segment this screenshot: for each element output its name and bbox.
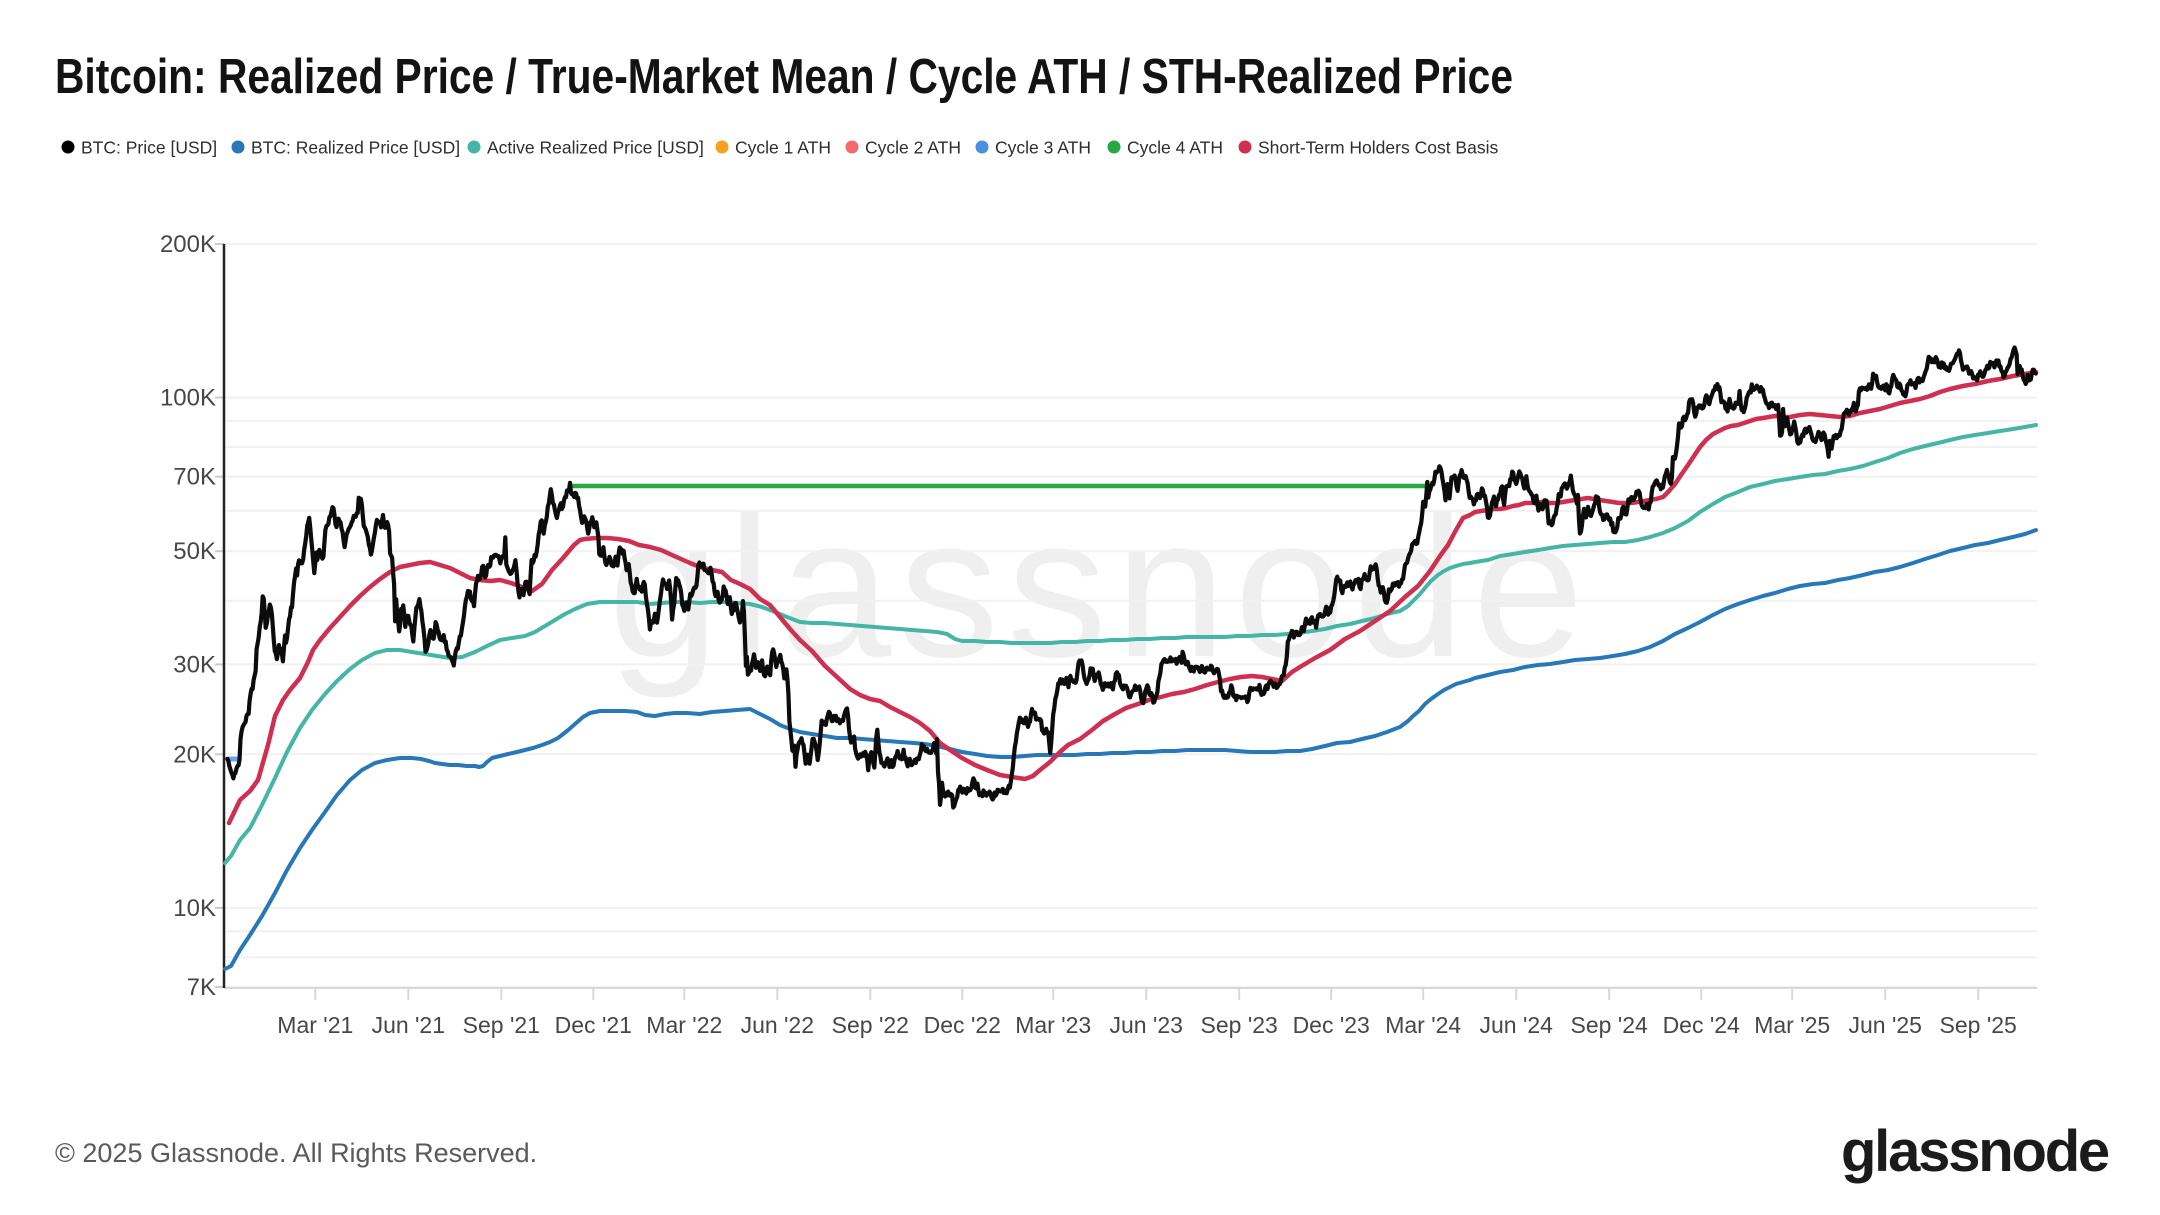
svg-text:Sep '22: Sep '22 <box>832 1012 909 1038</box>
svg-text:7K: 7K <box>187 974 216 1001</box>
svg-text:Jun '24: Jun '24 <box>1479 1012 1553 1038</box>
svg-text:10K: 10K <box>173 895 216 922</box>
svg-text:BTC: Realized Price [USD]: BTC: Realized Price [USD] <box>251 138 460 158</box>
svg-text:Dec '22: Dec '22 <box>924 1012 1001 1038</box>
svg-text:Cycle 2 ATH: Cycle 2 ATH <box>865 138 961 158</box>
svg-text:70K: 70K <box>173 464 216 491</box>
svg-text:Mar '21: Mar '21 <box>277 1012 353 1038</box>
svg-text:50K: 50K <box>173 538 216 565</box>
svg-text:Cycle 1 ATH: Cycle 1 ATH <box>735 138 831 158</box>
svg-text:30K: 30K <box>173 651 216 678</box>
svg-text:Cycle 4 ATH: Cycle 4 ATH <box>1127 138 1223 158</box>
svg-text:Active Realized Price [USD]: Active Realized Price [USD] <box>487 138 704 158</box>
svg-text:BTC: Price [USD]: BTC: Price [USD] <box>81 138 217 158</box>
svg-text:Sep '25: Sep '25 <box>1940 1012 2017 1038</box>
svg-text:Jun '21: Jun '21 <box>372 1012 445 1038</box>
svg-text:Mar '23: Mar '23 <box>1015 1012 1091 1038</box>
svg-text:Sep '21: Sep '21 <box>463 1012 540 1038</box>
svg-text:Dec '23: Dec '23 <box>1293 1012 1370 1038</box>
svg-text:Jun '25: Jun '25 <box>1848 1012 1921 1038</box>
svg-text:200K: 200K <box>160 231 216 258</box>
svg-text:Bitcoin: Realized Price / True: Bitcoin: Realized Price / True-Market Me… <box>55 49 1513 104</box>
svg-text:Jun '22: Jun '22 <box>741 1012 814 1038</box>
svg-text:Sep '24: Sep '24 <box>1571 1012 1648 1038</box>
svg-text:Mar '22: Mar '22 <box>646 1012 722 1038</box>
svg-text:glassnode: glassnode <box>1841 1119 2109 1184</box>
svg-text:Dec '21: Dec '21 <box>555 1012 632 1038</box>
svg-text:© 2025 Glassnode. All Rights R: © 2025 Glassnode. All Rights Reserved. <box>55 1138 537 1168</box>
svg-text:Mar '25: Mar '25 <box>1754 1012 1830 1038</box>
svg-text:Sep '23: Sep '23 <box>1201 1012 1278 1038</box>
svg-text:Cycle 3 ATH: Cycle 3 ATH <box>995 138 1091 158</box>
svg-text:Dec '24: Dec '24 <box>1663 1012 1740 1038</box>
svg-text:Mar '24: Mar '24 <box>1385 1012 1461 1038</box>
svg-text:Short-Term Holders Cost Basis: Short-Term Holders Cost Basis <box>1258 138 1498 158</box>
svg-text:100K: 100K <box>160 385 216 412</box>
svg-text:Jun '23: Jun '23 <box>1109 1012 1182 1038</box>
svg-text:20K: 20K <box>173 741 216 768</box>
